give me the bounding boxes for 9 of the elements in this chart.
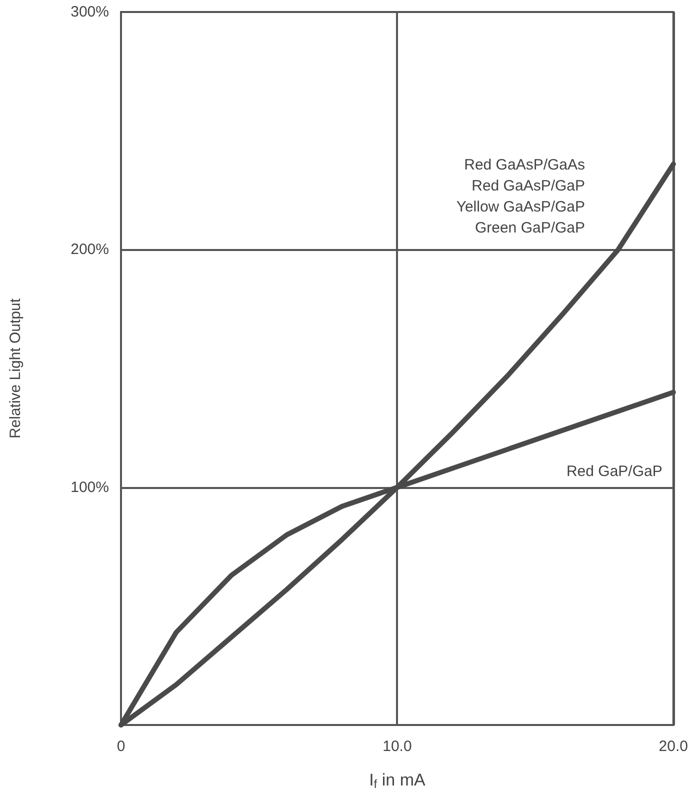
- text: Red GaAsP/GaAs Red GaAsP/GaP Yellow GaAsP/GaP Green GaP/GaP: [456, 156, 586, 237]
- x-tick-label: 0: [116, 738, 126, 755]
- y-tick-label: 100%: [70, 478, 109, 496]
- y-tick-label: 300%: [70, 4, 109, 20]
- text: Red GaP/GaP: [566, 463, 662, 480]
- y-axis-title: Relative Light Output: [7, 298, 24, 439]
- x-tick-label: 10.0: [382, 738, 412, 755]
- y-tick-label: 200%: [70, 241, 109, 258]
- x-tick-label: 20.0: [658, 738, 688, 755]
